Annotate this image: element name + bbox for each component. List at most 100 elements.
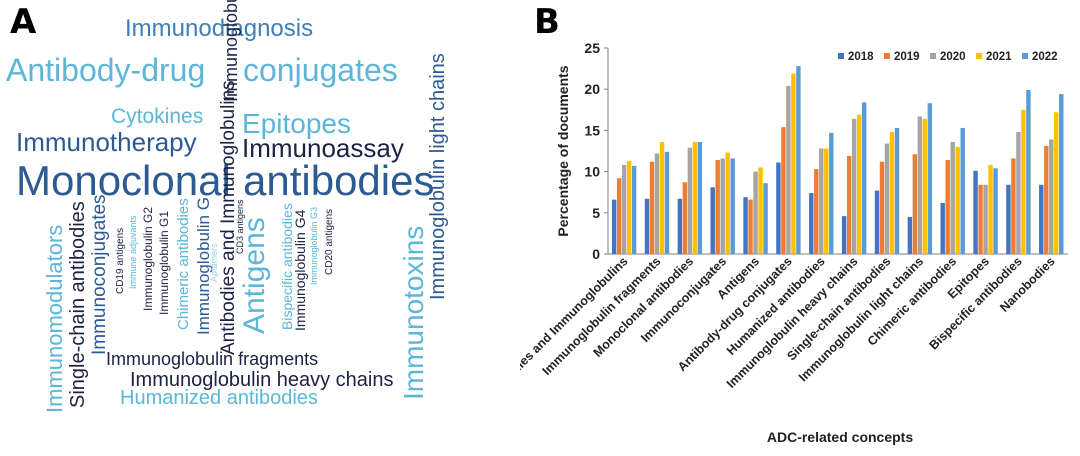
bar — [829, 132, 834, 254]
word-cloud-term: Immunomodulators — [42, 224, 67, 413]
word-cloud-panel: A Immunodiagnosis Antibody-drug conjugates… — [0, 0, 470, 451]
bar — [692, 141, 698, 254]
word-cloud-term: Immunoassay — [242, 133, 404, 163]
bar — [819, 148, 824, 254]
legend-swatch — [976, 53, 982, 59]
bar — [809, 193, 814, 254]
bar — [988, 165, 993, 254]
bar — [945, 160, 950, 254]
bar — [715, 160, 720, 254]
bar — [1026, 90, 1031, 255]
bar — [856, 114, 862, 255]
bar — [884, 143, 890, 254]
word-cloud-term: Immunoglobulin fragments — [106, 349, 319, 369]
bar — [993, 168, 998, 254]
legend-label: 2021 — [986, 51, 1012, 63]
bar — [927, 103, 933, 255]
bar — [983, 184, 988, 254]
bar — [912, 154, 918, 254]
bar — [1054, 112, 1059, 255]
word-cloud-term: Immunoconjugates — [89, 194, 110, 355]
bar — [786, 85, 791, 255]
word-cloud-term: Monoclonal — [16, 157, 231, 204]
word-cloud-term: Immunoglobulin G3 — [309, 206, 319, 285]
legend-label: 2018 — [848, 51, 874, 63]
bar — [649, 161, 655, 254]
legend-swatch — [838, 53, 844, 59]
bar — [1011, 158, 1016, 254]
bar — [616, 178, 622, 254]
bar — [978, 184, 983, 254]
word-cloud-term: Immune adjuvants — [128, 215, 138, 289]
bar — [922, 118, 928, 254]
word-cloud-term: CD20 antigens — [324, 208, 335, 275]
word-cloud-term: Immunoglobulin G1 — [157, 210, 171, 315]
bar — [697, 141, 703, 254]
bar — [879, 161, 885, 254]
bar — [841, 216, 847, 254]
bar — [861, 102, 867, 254]
bar — [758, 167, 763, 254]
bar — [654, 153, 660, 254]
bar — [960, 127, 965, 254]
legend-label: 2019 — [894, 51, 920, 63]
y-tick-label: 0 — [592, 246, 600, 262]
bar — [955, 146, 960, 254]
bar — [611, 199, 617, 254]
bar — [851, 118, 857, 254]
legend-label: 2022 — [1032, 51, 1058, 63]
bar — [889, 132, 895, 254]
legend-label: 2020 — [940, 51, 966, 63]
bar — [748, 199, 753, 254]
bar — [725, 152, 730, 254]
word-cloud-term: Single-chain antibodies — [67, 201, 89, 408]
bar — [814, 169, 819, 254]
word-cloud-term: Immunodiagnosis — [125, 15, 314, 42]
bar — [1059, 94, 1064, 254]
bar — [621, 165, 627, 254]
bar — [776, 162, 781, 254]
word-cloud-term: Immunoglobulin G2 — [141, 206, 155, 311]
legend-swatch — [930, 53, 936, 59]
bar — [659, 141, 665, 254]
bar — [824, 148, 829, 254]
panel-label-b: B — [534, 2, 560, 42]
bar — [791, 73, 796, 254]
bar — [677, 198, 683, 254]
word-cloud-term: Immunotherapy — [16, 127, 197, 157]
y-tick-label: 25 — [584, 40, 600, 56]
word-cloud-term: conjugates — [243, 52, 398, 88]
bar — [710, 187, 715, 254]
bar — [626, 160, 632, 254]
word-cloud-term: CD19 antigens — [115, 227, 126, 294]
bar — [894, 127, 900, 254]
y-tick-label: 15 — [584, 122, 600, 138]
bar — [687, 147, 693, 254]
word-cloud-term: Immunotoxins — [398, 225, 429, 400]
y-tick-label: 5 — [592, 205, 600, 221]
bar — [664, 151, 670, 254]
bar — [743, 197, 748, 254]
bar — [950, 141, 955, 254]
bar — [874, 190, 880, 254]
bar — [1016, 132, 1021, 254]
bar — [644, 198, 650, 254]
bar — [1049, 139, 1054, 254]
y-tick-label: 20 — [584, 81, 600, 97]
bar — [1021, 109, 1026, 254]
bar — [730, 158, 735, 254]
bar — [796, 66, 801, 254]
bar — [781, 127, 786, 254]
panel-label-a: A — [10, 2, 37, 42]
bar — [940, 202, 945, 254]
word-cloud-term: Antibody-drug — [6, 52, 206, 88]
bar — [917, 116, 923, 254]
word-cloud-term: Humanized antibodies — [120, 387, 318, 409]
y-axis-title: Percentage of documents — [555, 65, 571, 236]
bar — [907, 216, 913, 254]
bar — [682, 182, 688, 254]
bar — [1044, 146, 1049, 254]
legend-swatch — [1022, 53, 1028, 59]
bar — [1006, 184, 1011, 254]
